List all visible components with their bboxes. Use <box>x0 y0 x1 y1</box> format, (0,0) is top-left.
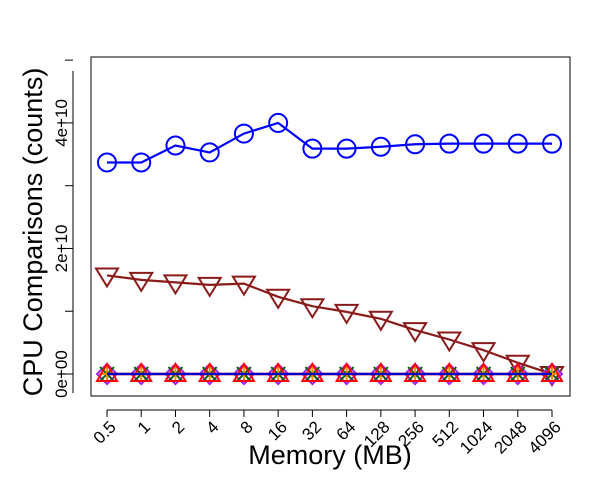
data-point <box>436 331 463 353</box>
data-point <box>231 275 257 297</box>
x-tick-label: 2048 <box>490 417 530 457</box>
x-tick-label: 0.5 <box>90 417 120 447</box>
data-point <box>540 362 564 386</box>
data-point <box>333 303 360 325</box>
data-point <box>369 362 393 386</box>
data-point <box>265 288 291 310</box>
x-tick-label: 2 <box>168 417 188 437</box>
data-point <box>403 362 427 383</box>
data-point <box>131 152 152 173</box>
data-point <box>300 362 325 383</box>
data-point <box>471 362 496 383</box>
data-point <box>266 362 290 383</box>
data-point <box>369 362 393 383</box>
y-axis: 0e+00 2e+10 4e+10 <box>52 59 73 398</box>
series-layer <box>94 112 565 387</box>
data-point <box>268 112 289 133</box>
data-point <box>368 310 394 332</box>
data-point <box>95 362 119 383</box>
series-0 <box>97 112 562 173</box>
data-point <box>162 274 189 296</box>
data-point <box>504 354 531 376</box>
x-tick-label: 1 <box>134 417 154 437</box>
data-point <box>403 362 427 386</box>
data-point <box>470 342 497 364</box>
data-point <box>163 362 188 383</box>
data-point <box>472 362 495 386</box>
data-point <box>129 362 153 386</box>
data-point <box>336 138 357 159</box>
data-point <box>335 362 359 386</box>
data-point <box>232 362 256 383</box>
data-point <box>266 362 290 386</box>
data-point <box>506 362 530 383</box>
data-point <box>437 362 462 383</box>
data-point <box>402 322 428 344</box>
data-point <box>439 133 460 154</box>
data-point <box>95 362 119 386</box>
data-point <box>94 267 120 289</box>
data-point <box>437 362 461 386</box>
data-point <box>165 135 186 156</box>
data-point <box>302 138 323 159</box>
data-point <box>507 133 528 154</box>
data-point <box>129 362 153 383</box>
data-point <box>299 298 326 320</box>
plot-frame <box>90 56 571 397</box>
data-point <box>197 362 222 383</box>
y-axis-title: CPU Comparisons (counts) <box>18 68 48 397</box>
x-tick-label: 4 <box>202 417 222 437</box>
data-point <box>300 362 324 386</box>
data-point <box>199 142 220 163</box>
series-1 <box>94 267 565 387</box>
y-tick-label: 0e+00 <box>52 350 71 398</box>
data-point <box>540 362 564 383</box>
x-tick-label: 8 <box>237 417 257 437</box>
data-point <box>473 133 494 154</box>
data-point <box>232 362 256 386</box>
y-tick-label: 4e+10 <box>52 99 71 147</box>
data-point <box>370 136 391 157</box>
data-point <box>334 362 359 383</box>
x-tick-label: 4096 <box>525 417 565 457</box>
data-point <box>506 362 530 386</box>
data-point <box>97 152 117 173</box>
data-point <box>164 362 187 386</box>
data-point <box>198 362 222 386</box>
x-tick-label: 1024 <box>456 417 496 457</box>
data-point <box>128 271 155 293</box>
series-line <box>107 121 552 164</box>
data-point <box>196 276 223 298</box>
data-point <box>233 123 254 144</box>
y-tick-label: 2e+10 <box>52 225 71 273</box>
x-axis-title: Memory (MB) <box>248 440 412 470</box>
data-point <box>405 134 426 155</box>
data-point <box>542 133 562 154</box>
